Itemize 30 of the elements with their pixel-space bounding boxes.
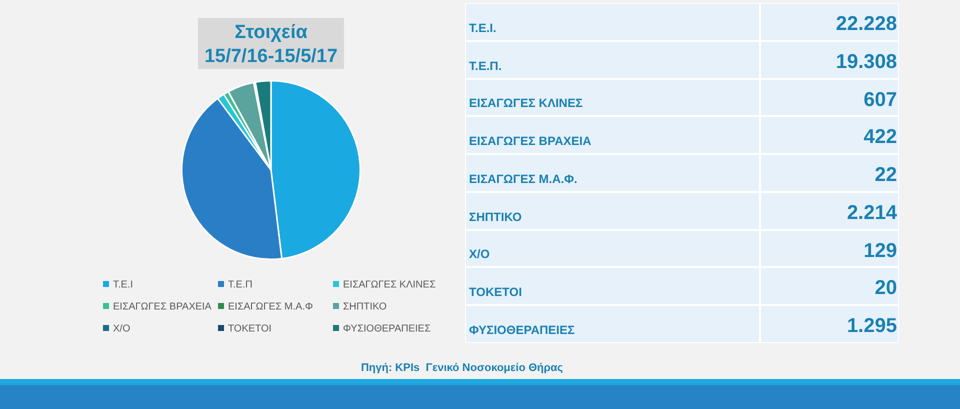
text: 20 bbox=[874, 277, 897, 300]
text: 19.308 bbox=[836, 50, 897, 73]
category-label: ΕΙΣΑΓΩΓΕΣ ΚΛΙΝΕΣ bbox=[469, 96, 583, 110]
legend-label: ΦΥΣΙΟΘΕΡΑΠΕΙΕΣ bbox=[343, 323, 431, 334]
legend-label: ΣΗΠΤΙΚΟ bbox=[343, 301, 387, 312]
category-label: ΣΗΠΤΙΚΟ bbox=[469, 210, 522, 224]
category-label: Χ/Ο bbox=[469, 247, 490, 262]
category-label: Τ.Ε.Ι. bbox=[469, 20, 496, 35]
legend-label: ΕΙΣΑΓΩΓΕΣ ΒΡΑΧΕΙΑ bbox=[113, 301, 212, 312]
text: 129 bbox=[864, 240, 897, 262]
text: 607 bbox=[864, 88, 897, 111]
text: 422 bbox=[864, 126, 897, 148]
text: 22.228 bbox=[836, 13, 897, 35]
category-label: ΤΟΚΕΤΟΙ bbox=[469, 285, 522, 300]
legend-label: ΕΙΣΑΓΩΓΕΣ ΚΛΙΝΕΣ bbox=[343, 279, 436, 290]
category-label: ΕΙΣΑΓΩΓΕΣ ΒΡΑΧΕΙΑ bbox=[469, 134, 592, 148]
chart-title: Στοιχεία bbox=[234, 21, 308, 45]
category-label: ΦΥΣΙΟΘΕΡΑΠΕΙΕΣ bbox=[469, 323, 575, 337]
legend-label: Τ.Ε.Π bbox=[228, 279, 252, 290]
legend-label: ΤΟΚΕΤΟΙ bbox=[228, 323, 272, 334]
legend-label: ΕΙΣΑΓΩΓΕΣ Μ.Α.Φ bbox=[228, 301, 313, 312]
chart-subtitle: 15/7/16-15/5/17 bbox=[203, 45, 339, 69]
text: Πηγή: KPIs Γενικό Νοσοκομείο Θήρας bbox=[360, 362, 564, 374]
text: 2.214 bbox=[846, 202, 897, 224]
text: 1.295 bbox=[846, 315, 897, 338]
category-label: ΕΙΣΑΓΩΓΕΣ Μ.Α.Φ. bbox=[469, 172, 578, 186]
legend-label: Τ.Ε.Ι bbox=[113, 279, 134, 290]
category-label: Τ.Ε.Π. bbox=[469, 58, 502, 73]
text: 22 bbox=[874, 164, 897, 186]
legend-label: Χ/Ο bbox=[113, 323, 130, 334]
